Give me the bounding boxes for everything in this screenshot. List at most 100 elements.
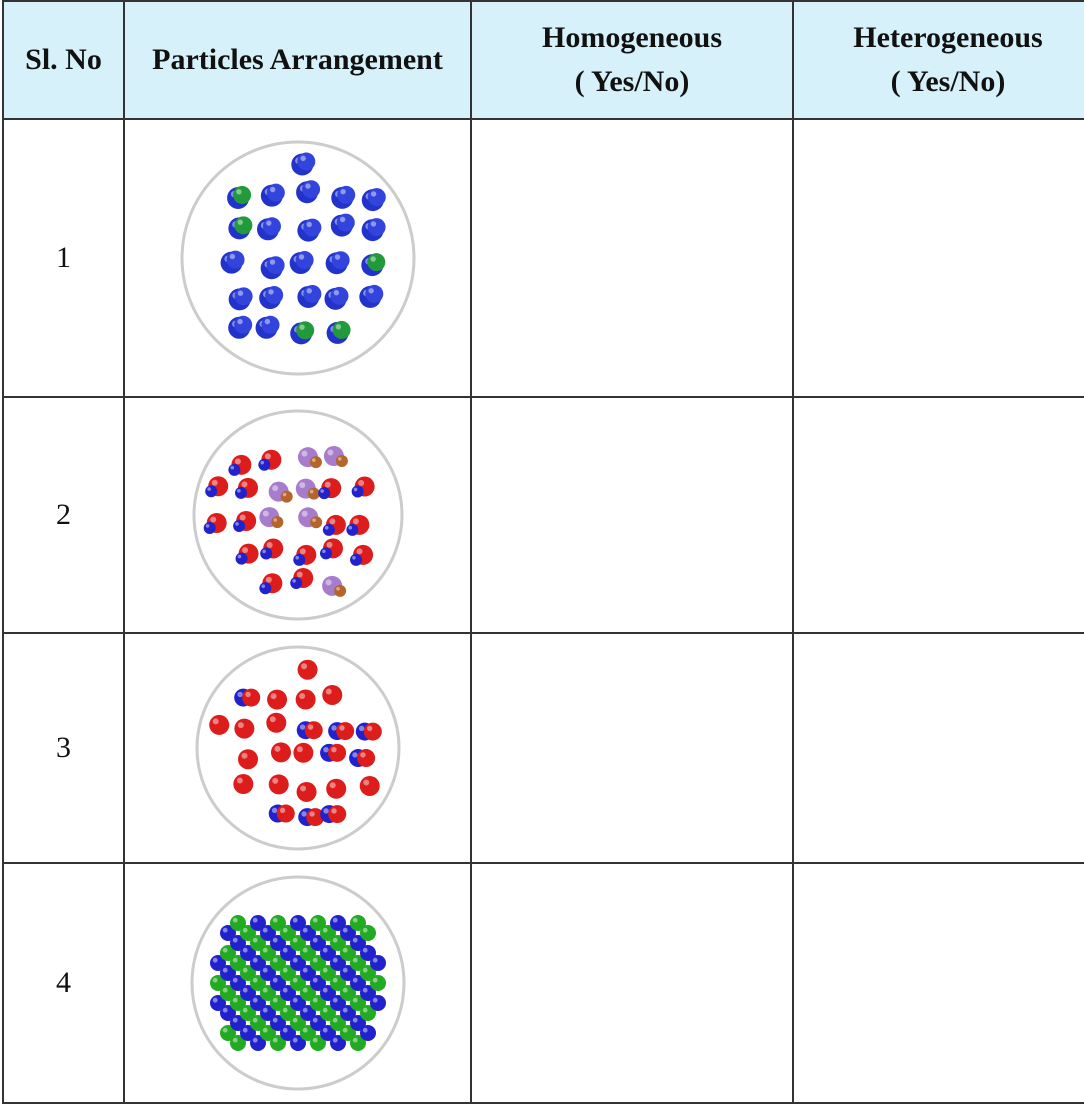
particle-shine <box>322 1027 328 1033</box>
particle-shine <box>367 288 374 294</box>
particle-shine <box>335 324 341 330</box>
particle <box>279 965 296 981</box>
particle-shine <box>312 917 318 923</box>
answer-cell <box>792 862 1084 1104</box>
particle <box>266 183 285 202</box>
particle <box>269 975 286 991</box>
particle-shine <box>326 449 333 456</box>
particle <box>329 915 346 931</box>
particle <box>219 925 236 941</box>
header-line: ( Yes/No) <box>574 65 690 98</box>
particle <box>249 1035 266 1051</box>
particle-shine <box>291 579 296 583</box>
particle-shine <box>352 977 358 983</box>
particle <box>279 1025 296 1041</box>
particle-shine <box>222 1007 228 1013</box>
particle-shine <box>206 487 211 491</box>
answer-cell <box>792 632 1084 864</box>
particle <box>309 915 326 931</box>
particle-shine <box>332 1017 338 1023</box>
particle-illustration <box>195 645 400 851</box>
particle <box>295 689 316 710</box>
particle <box>339 1025 356 1041</box>
particle-shine <box>330 746 337 753</box>
particle-shine <box>265 576 272 583</box>
particle <box>259 547 272 560</box>
particle <box>359 1005 376 1021</box>
particle-shine <box>300 450 307 457</box>
particle-shine <box>272 518 277 522</box>
particle-shine <box>241 752 248 759</box>
particle-shine <box>333 290 339 296</box>
particle-shine <box>322 1007 328 1013</box>
particle <box>269 935 286 951</box>
particle <box>299 1005 316 1021</box>
particle-shine <box>322 927 328 933</box>
header-cell: Particles Arrangement <box>123 0 472 120</box>
answer-cell <box>470 862 794 1104</box>
particle-shine <box>339 189 346 195</box>
particle-shine <box>292 997 298 1003</box>
particle-shine <box>235 189 242 195</box>
particle-shine <box>299 724 305 730</box>
particle-shine <box>372 957 378 963</box>
particle-shine <box>347 525 352 530</box>
particle-shine <box>352 917 358 923</box>
particle <box>229 995 246 1011</box>
particle <box>232 185 251 204</box>
particle-shine <box>262 1027 268 1033</box>
particle <box>289 576 302 589</box>
particle-shine <box>252 957 258 963</box>
particle-shine <box>272 977 278 983</box>
particle-shine <box>271 807 277 814</box>
particle <box>299 945 316 961</box>
particle <box>259 1005 276 1021</box>
particle-shine <box>236 691 243 698</box>
particle-shine <box>234 522 239 526</box>
particle-shine <box>353 487 357 492</box>
particle-shine <box>339 216 345 223</box>
particle-shine <box>329 782 336 789</box>
row: 3 <box>2 632 1084 864</box>
particle <box>239 945 256 961</box>
particle <box>339 965 356 981</box>
particle <box>229 955 246 971</box>
arrangement-cell <box>123 632 472 864</box>
particle <box>249 975 266 991</box>
particle <box>339 985 356 1001</box>
particle <box>345 523 358 536</box>
particle <box>249 995 266 1011</box>
particle <box>270 742 291 763</box>
particle-shine <box>282 967 288 973</box>
particle <box>336 185 355 204</box>
particle-shine <box>262 927 268 933</box>
particle <box>349 975 366 991</box>
particle <box>259 965 276 981</box>
particle-shine <box>294 555 299 560</box>
particle-shine <box>311 518 316 523</box>
particle <box>234 287 253 306</box>
particle <box>289 975 306 991</box>
row: 4 <box>2 862 1084 1104</box>
particle <box>269 995 286 1011</box>
particle-shine <box>362 1007 368 1013</box>
particle <box>309 955 326 971</box>
particle-shine <box>312 977 318 983</box>
row: 1 <box>2 118 1084 398</box>
particle-shine <box>292 937 298 943</box>
particle <box>359 965 376 981</box>
particle <box>239 1005 256 1021</box>
particle <box>319 945 336 961</box>
particle <box>359 985 376 1001</box>
particle-shine <box>236 318 243 325</box>
particle <box>204 485 217 498</box>
particle-shine <box>211 479 218 486</box>
particle-shine <box>337 457 342 461</box>
particle-shine <box>252 917 258 923</box>
particle-shine <box>292 1017 298 1023</box>
sl-no: 4 <box>2 862 125 1104</box>
particle-shine <box>262 510 269 517</box>
particle-shine <box>302 947 308 953</box>
particle <box>349 935 366 951</box>
particle <box>259 1025 276 1041</box>
